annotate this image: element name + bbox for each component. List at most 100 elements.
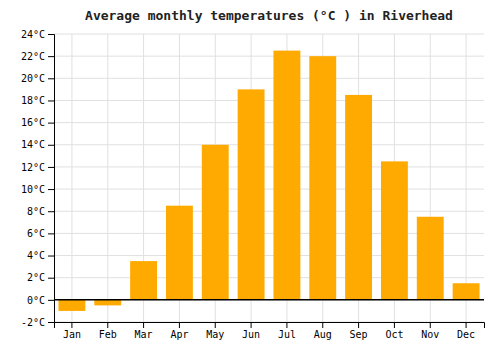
x-tick-mark	[394, 322, 395, 328]
bar	[58, 300, 85, 311]
y-tick-label: 8°C	[27, 206, 45, 217]
x-tick-label: Nov	[421, 329, 439, 340]
y-tick-label: 2°C	[27, 272, 45, 283]
y-grid-line	[54, 189, 484, 190]
x-tick-label: Mar	[135, 329, 153, 340]
y-tick-label: 12°C	[21, 162, 45, 173]
bars	[54, 51, 484, 311]
y-tick: -2°C	[21, 317, 54, 328]
y-tick-mark	[48, 211, 54, 212]
bar	[94, 300, 121, 306]
y-tick: 20°C	[21, 73, 54, 84]
y-tick-mark	[48, 123, 54, 124]
y-tick-label: 10°C	[21, 184, 45, 195]
y-grid-line	[54, 144, 484, 145]
y-tick-mark	[48, 100, 54, 101]
x-tick-mark	[466, 322, 467, 328]
y-tick-mark	[48, 56, 54, 57]
y-tick-label: 16°C	[21, 117, 45, 128]
x-tick-label: May	[206, 329, 224, 340]
bar	[345, 95, 372, 300]
y-tick-label: 14°C	[21, 139, 45, 150]
y-tick: 24°C	[21, 29, 54, 40]
y-tick: 4°C	[27, 250, 54, 261]
y-tick-label: 20°C	[21, 73, 45, 84]
y-tick: 8°C	[27, 206, 54, 217]
x-tick-mark	[322, 322, 323, 328]
x-tick-mark	[215, 322, 216, 328]
x-tick: Dec	[457, 322, 475, 340]
x-tick-label: Jul	[278, 329, 296, 340]
y-tick-label: 6°C	[27, 228, 45, 239]
y-grid-line	[54, 211, 484, 212]
x-tick-mark	[358, 322, 359, 328]
x-tick-mark	[286, 322, 287, 328]
y-grid-line	[54, 78, 484, 79]
y-tick-label: 0°C	[27, 295, 45, 306]
x-grid-line	[71, 34, 72, 322]
bar	[238, 89, 265, 299]
x-tick-mark	[251, 322, 252, 328]
y-tick: 12°C	[21, 162, 54, 173]
x-tick-mark	[430, 322, 431, 328]
x-tick-label: Dec	[457, 329, 475, 340]
y-tick-mark	[48, 233, 54, 234]
x-tick: Nov	[421, 322, 439, 340]
y-tick: 14°C	[21, 139, 54, 150]
bar	[381, 161, 408, 299]
y-tick-mark	[48, 167, 54, 168]
x-tick: Jan	[63, 322, 81, 340]
x-tick-mark	[179, 322, 180, 328]
y-tick: 18°C	[21, 95, 54, 106]
y-tick-mark	[48, 322, 54, 323]
y-tick: 16°C	[21, 117, 54, 128]
grid	[54, 34, 484, 322]
y-tick-mark	[48, 189, 54, 190]
y-tick: 6°C	[27, 228, 54, 239]
y-tick-label: 22°C	[21, 51, 45, 62]
y-tick-label: 24°C	[21, 29, 45, 40]
x-grid-line	[466, 34, 467, 322]
y-axis-line	[48, 35, 55, 323]
y-tick-label: 18°C	[21, 95, 45, 106]
x-tick-label: Jun	[242, 329, 260, 340]
x-axis: Jan Feb Mar Apr May Jun Jul Aug Sep Oct Nov Dec	[55, 322, 485, 340]
chart: Jan Feb Mar Apr May Jun Jul Aug Sep Oct Nov Dec -2°C…	[0, 0, 500, 350]
x-tick: Aug	[314, 322, 332, 340]
x-tick-mark	[143, 322, 144, 328]
x-tick: Apr	[170, 322, 188, 340]
x-tick-label: Aug	[314, 329, 332, 340]
x-tick: Oct	[385, 322, 403, 340]
y-grid-line	[54, 34, 484, 35]
x-tick-label: Apr	[170, 329, 188, 340]
x-tick-mark	[107, 322, 108, 328]
bar	[309, 56, 336, 300]
y-axis: -2°C 0°C 2°C 4°C 6°C 8°C 10°C 12°C 14°C 16°C 18°C 2…	[21, 29, 55, 328]
bar	[273, 51, 300, 300]
y-tick-mark	[48, 278, 54, 279]
y-tick-mark	[48, 34, 54, 35]
y-grid-line	[54, 122, 484, 123]
y-grid-line	[54, 56, 484, 57]
x-tick: Mar	[135, 322, 153, 340]
y-tick: 22°C	[21, 51, 54, 62]
bar	[417, 217, 444, 300]
zero-line	[54, 299, 484, 301]
bar	[166, 206, 193, 300]
x-tick-mark	[71, 322, 72, 328]
x-tick: Jun	[242, 322, 260, 340]
x-tick-label: Sep	[350, 329, 368, 340]
x-tick: Jul	[278, 322, 296, 340]
bar	[453, 283, 480, 300]
x-tick-label: Feb	[99, 329, 117, 340]
y-tick: 2°C	[27, 272, 54, 283]
x-tick-label: Oct	[385, 329, 403, 340]
y-tick-mark	[48, 256, 54, 257]
y-grid-line	[54, 166, 484, 167]
y-tick-mark	[48, 145, 54, 146]
y-grid-line	[54, 299, 484, 300]
plot: Jan Feb Mar Apr May Jun Jul Aug Sep Oct Nov Dec -2°C…	[21, 29, 485, 340]
x-tick: Feb	[99, 322, 117, 340]
bar	[130, 261, 157, 300]
x-tick: May	[206, 322, 224, 340]
